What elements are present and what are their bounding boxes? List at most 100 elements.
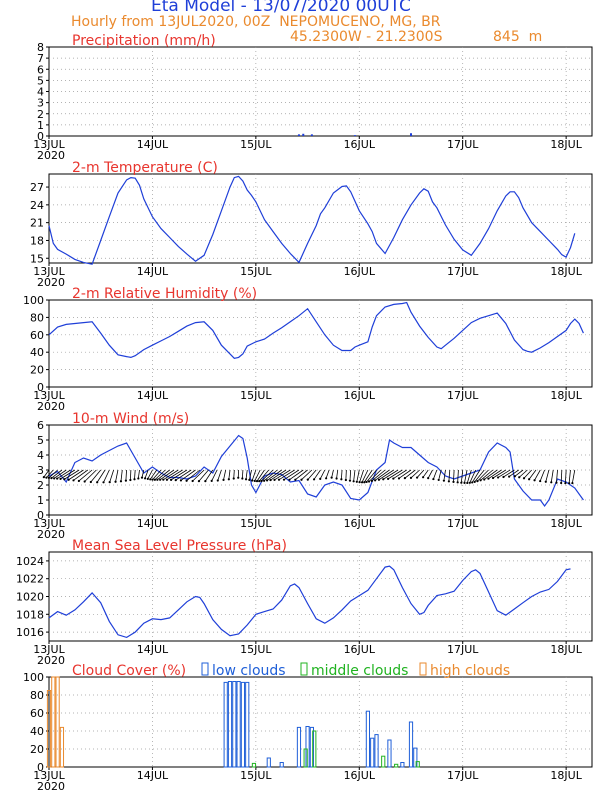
wind-arrow — [192, 469, 205, 482]
wind-arrow — [568, 469, 571, 484]
temp-panel — [46, 173, 593, 266]
wind-arrow — [427, 469, 433, 479]
wind-arrow — [248, 469, 252, 481]
wind-arrow — [241, 469, 244, 479]
wind-arrow — [523, 469, 532, 479]
wind-arrow-head — [300, 478, 303, 481]
temp-ytick-label: 21 — [30, 217, 44, 230]
precip-ytick-label: 3 — [37, 97, 44, 110]
wind-arrow — [336, 469, 339, 479]
precip-xtick-label: 13JUL — [33, 138, 65, 151]
wind-arrow — [254, 469, 261, 482]
wind-arrow — [289, 469, 304, 481]
low-cloud-bar — [245, 681, 250, 768]
wind-arrow-head — [165, 478, 169, 481]
wind-arrow — [471, 469, 481, 483]
low-cloud-bar — [365, 710, 371, 768]
wind-arrow-head — [352, 480, 355, 483]
wind-arrow — [205, 469, 214, 482]
wind-arrow — [60, 469, 76, 480]
wind-arrow — [180, 469, 196, 481]
wind-arrow — [325, 469, 330, 479]
precip-xtick-label: 14JUL — [137, 138, 169, 151]
precip-ytick-label: 0 — [37, 130, 44, 143]
wind-arrow-head — [102, 481, 105, 484]
precip-title: Precipitation (mm/h) — [72, 33, 216, 49]
wind-arrow — [361, 469, 369, 483]
middle-cloud-bar — [381, 755, 386, 768]
cloud-ytick-label: 20 — [30, 743, 44, 756]
temp-xtick-label: 18JUL — [550, 265, 582, 278]
wind-arrow-head — [269, 478, 272, 482]
mslp-xtick-label: 18JUL — [550, 643, 582, 656]
wind-arrow — [149, 469, 158, 480]
wind-arrow-head — [335, 477, 338, 480]
wind-arrow-head — [210, 479, 213, 482]
wind-arrow — [340, 469, 343, 480]
wind-arrow-head — [370, 479, 373, 483]
middle-cloud-bar — [394, 763, 399, 768]
high-cloud-bar — [46, 690, 52, 768]
wind-arrow — [353, 469, 356, 482]
wind-arrow-head — [544, 480, 547, 483]
wind-arrow — [125, 469, 127, 481]
wind-arrow — [120, 469, 123, 482]
wind-arrow — [378, 469, 394, 481]
mslp-ytick-label: 1020 — [16, 591, 44, 604]
precip-ytick-label: 1 — [37, 119, 44, 132]
rh-xtick-label: 16JUL — [344, 389, 376, 402]
wind-arrow — [508, 469, 519, 477]
wind-arrow — [73, 469, 89, 481]
cloud-year-label: 2020 — [37, 780, 65, 792]
rh-xtick-label: 14JUL — [137, 389, 169, 402]
low-cloud-bar — [309, 726, 314, 768]
low-cloud-bar — [370, 737, 375, 768]
rh-frame — [48, 299, 593, 388]
wind-arrow-head — [258, 480, 261, 483]
wind-arrow — [137, 469, 140, 479]
wind-arrow-head — [365, 480, 368, 484]
wind-arrow-head — [447, 480, 450, 483]
wind-arrow-head — [340, 478, 343, 481]
precip-bar — [310, 134, 313, 136]
wind-arrow — [261, 469, 274, 482]
low-cloud-bar — [400, 762, 405, 768]
wind-arrow-head — [496, 476, 500, 479]
wind-arrow — [115, 469, 119, 482]
wind-arrow-head — [255, 480, 259, 483]
wind-ytick-label: 6 — [37, 419, 44, 432]
wind-ytick-label: 2 — [37, 479, 44, 492]
low-cloud-bar — [408, 721, 414, 768]
wind-arrow-head — [491, 476, 495, 480]
wind-arrow-head — [539, 479, 542, 483]
wind-arrow-head — [59, 477, 62, 480]
wind-arrow — [393, 469, 407, 479]
mslp-xtick-label: 15JUL — [240, 643, 272, 656]
wind-arrow — [366, 469, 377, 483]
temp-year-label: 2020 — [37, 276, 65, 289]
mslp-ytick-label: 1018 — [16, 608, 44, 621]
wind-arrow-head — [140, 476, 144, 479]
legend-swatch-1 — [300, 662, 308, 676]
wind-arrow-head — [83, 480, 86, 483]
wind-arrow — [359, 469, 364, 483]
wind-arrow — [170, 469, 188, 481]
wind-arrow-head — [452, 480, 455, 483]
wind-arrow — [68, 469, 84, 481]
wind-arrow-head — [479, 479, 482, 482]
high-cloud-bar — [55, 676, 60, 768]
low-cloud-bar — [296, 726, 302, 768]
wind-arrow — [514, 469, 524, 477]
mslp-xtick-label: 17JUL — [447, 643, 479, 656]
wind-arrow — [278, 469, 295, 481]
wind-arrow — [438, 469, 442, 481]
mslp-xtick-label: 16JUL — [344, 643, 376, 656]
wind-arrow-head — [473, 480, 476, 483]
wind-arrow — [457, 469, 459, 483]
wind-arrow — [274, 469, 291, 481]
wind-arrow — [263, 469, 278, 482]
wind-arrow-head — [571, 481, 574, 485]
wind-arrow — [383, 469, 399, 480]
wind-arrow-head — [560, 481, 563, 485]
wind-arrow — [528, 469, 537, 480]
